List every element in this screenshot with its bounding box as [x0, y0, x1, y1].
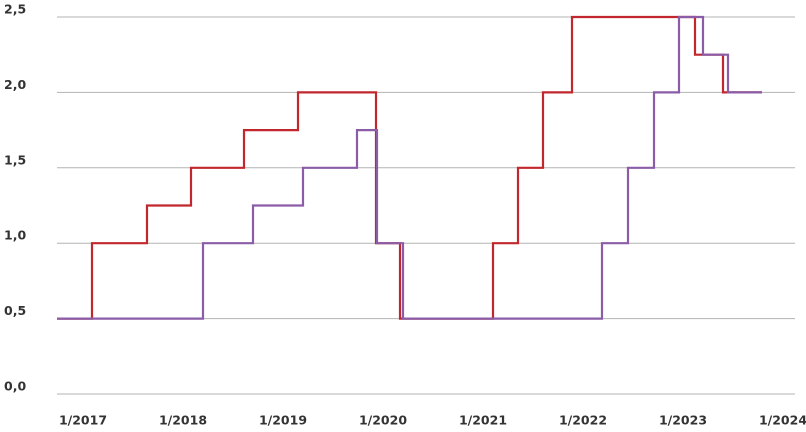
- y-tick-label: 2,0: [4, 77, 26, 92]
- x-tick-label: 1/2018: [159, 413, 207, 428]
- y-tick-label: 0,0: [4, 379, 26, 394]
- x-tick-label: 1/2024: [759, 413, 806, 428]
- y-tick-label: 0,5: [4, 303, 26, 318]
- y-tick-label: 2,5: [4, 2, 26, 17]
- x-tick-label: 1/2021: [459, 413, 507, 428]
- y-tick-label: 1,0: [4, 228, 26, 243]
- series-line: [57, 15, 762, 320]
- x-tick-label: 1/2019: [259, 413, 307, 428]
- y-tick-label: 1,5: [4, 152, 26, 167]
- x-tick-label: 1/2023: [659, 413, 707, 428]
- series-line: [57, 15, 762, 320]
- x-tick-label: 1/2022: [559, 413, 607, 428]
- x-tick-label: 1/2017: [59, 413, 107, 428]
- x-tick-label: 1/2020: [359, 413, 407, 428]
